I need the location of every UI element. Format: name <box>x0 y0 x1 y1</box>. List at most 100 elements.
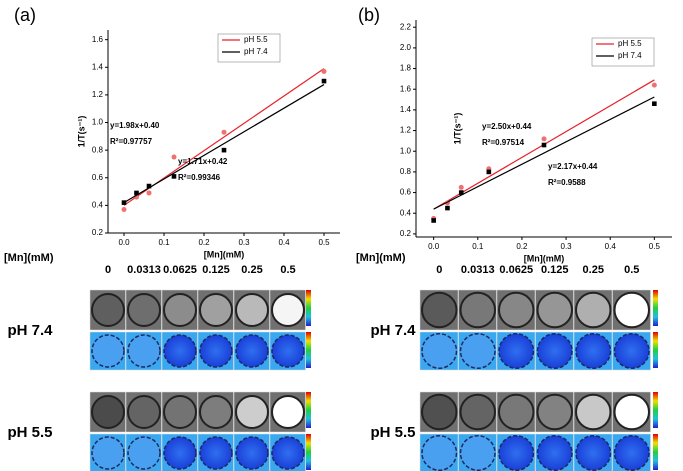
trend-line <box>123 84 325 204</box>
x-axis-title: [Mn](mM) <box>524 253 564 263</box>
y-tick-label: 0.2 <box>92 228 104 237</box>
mri-well <box>575 291 612 329</box>
y-tick-label: 0.2 <box>400 229 412 238</box>
fit-annotation: R²=0.9588 <box>548 178 586 187</box>
map-well <box>235 436 269 470</box>
mri-well <box>498 291 535 329</box>
concentration-label: 0.125 <box>541 264 569 276</box>
mri-well <box>498 393 535 431</box>
mri-well <box>613 393 650 431</box>
x-tick-label: 0.4 <box>605 242 617 251</box>
point <box>321 78 327 84</box>
fit-annotation: R²=0.97757 <box>110 137 153 146</box>
panel-label: (a) <box>14 5 36 25</box>
concentration-label: 0 <box>436 264 442 276</box>
mri-well <box>271 395 305 429</box>
legend-label: pH 5.5 <box>618 39 642 48</box>
mri-well <box>271 293 305 327</box>
x-tick-label: 0.0 <box>428 242 440 251</box>
map-well <box>421 333 458 369</box>
map-well <box>575 435 612 471</box>
mri-well <box>91 293 125 327</box>
y-tick-label: 1.4 <box>400 105 412 114</box>
point <box>651 82 657 88</box>
x-tick-label: 0.1 <box>472 242 484 251</box>
y-tick-label: 1.4 <box>92 62 104 71</box>
y-tick-label: 0.4 <box>92 200 104 209</box>
map-well <box>199 334 233 368</box>
y-tick-label: 0.6 <box>92 173 104 182</box>
map-well <box>127 436 161 470</box>
map-well <box>536 435 573 471</box>
y-tick-label: 1.6 <box>400 84 412 93</box>
mri-well <box>235 293 269 327</box>
map-well <box>498 435 535 471</box>
colorbar <box>306 332 311 368</box>
map-well <box>421 435 458 471</box>
fit-annotation: R²=0.99346 <box>178 173 221 182</box>
y-tick-label: 1.2 <box>92 90 104 99</box>
row-label: pH 7.4 <box>370 322 416 339</box>
y-tick-label: 0.8 <box>92 145 104 154</box>
x-tick-label: 0.3 <box>238 238 250 247</box>
row-label: pH 5.5 <box>370 424 415 441</box>
y-tick-label: 1.8 <box>400 64 412 73</box>
map-well <box>199 436 233 470</box>
mri-well <box>199 395 233 429</box>
fit-annotation: y=2.17x+0.44 <box>548 162 598 171</box>
panel-label: (b) <box>358 5 380 25</box>
x-tick-label: 0.2 <box>516 242 528 251</box>
x-tick-label: 0.2 <box>198 238 210 247</box>
mri-well <box>421 291 458 329</box>
header-label: [Mn](mM) <box>4 252 54 264</box>
mri-well <box>127 395 161 429</box>
row-label: pH 7.4 <box>7 322 53 339</box>
concentration-label: 0.5 <box>280 264 295 276</box>
x-tick-label: 0.3 <box>561 242 573 251</box>
legend-box <box>591 37 655 67</box>
mri-well <box>459 291 496 329</box>
point <box>121 200 127 205</box>
map-well <box>127 334 161 368</box>
y-tick-label: 1.2 <box>400 126 412 135</box>
concentration-label: 0.25 <box>241 264 262 276</box>
y-tick-label: 2.0 <box>400 43 412 52</box>
map-well <box>459 333 496 369</box>
point <box>146 183 152 189</box>
colorbar <box>653 290 658 326</box>
trend-line <box>433 96 655 210</box>
legend-box <box>217 33 281 63</box>
legend-label: pH 7.4 <box>618 51 642 60</box>
fit-annotation: y=1.71x+0.42 <box>178 157 228 166</box>
y-tick-label: 1.6 <box>92 35 104 44</box>
colorbar <box>306 392 311 428</box>
concentration-label: 0.125 <box>202 264 230 276</box>
fit-annotation: y=2.50x+0.44 <box>482 122 532 131</box>
point <box>121 207 127 213</box>
map-well <box>271 436 305 470</box>
map-well <box>613 435 650 471</box>
mri-well <box>575 393 612 431</box>
x-axis-title: [Mn](mM) <box>204 249 244 259</box>
mri-well <box>163 293 197 327</box>
point <box>321 68 327 74</box>
point <box>221 129 227 135</box>
point <box>445 205 450 211</box>
concentration-label: 0.0625 <box>163 264 197 276</box>
map-well <box>91 436 125 470</box>
map-well <box>91 334 125 368</box>
x-tick-label: 0.1 <box>158 238 170 247</box>
point <box>458 184 464 190</box>
x-tick-label: 0.0 <box>118 238 130 247</box>
y-tick-label: 0.8 <box>400 167 412 176</box>
x-tick-label: 0.5 <box>649 242 661 251</box>
map-well <box>498 333 535 369</box>
point <box>486 169 492 175</box>
point <box>458 190 464 195</box>
map-well <box>536 333 573 369</box>
row-label: pH 5.5 <box>7 424 52 441</box>
y-tick-label: 0.6 <box>400 188 412 197</box>
mri-well <box>127 293 161 327</box>
point <box>146 190 152 196</box>
